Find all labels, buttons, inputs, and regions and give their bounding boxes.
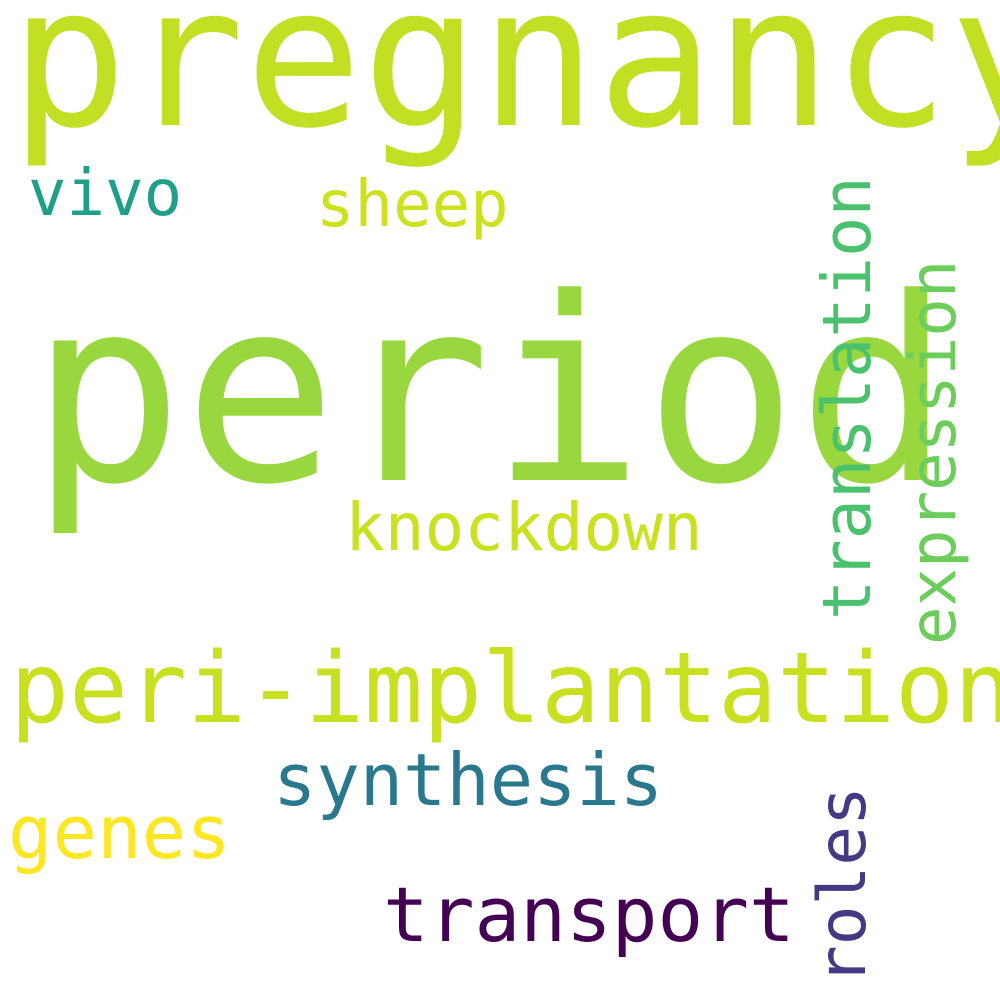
word-period: period — [30, 244, 952, 541]
word-sheep: sheep — [316, 168, 509, 242]
word-pregnancy: pregnancy — [10, 0, 1000, 171]
word-expression: expression — [897, 259, 971, 645]
word-peri-implantation: peri-implantation — [10, 632, 1000, 746]
word-knockdown: knockdown — [345, 489, 703, 566]
word-genes: genes — [8, 790, 231, 876]
word-roles: roles — [804, 786, 881, 985]
word-vivo: vivo — [28, 157, 183, 231]
word-transport: transport — [383, 870, 795, 959]
word-synthesis: synthesis — [273, 738, 664, 822]
word-translation: translation — [808, 176, 886, 620]
